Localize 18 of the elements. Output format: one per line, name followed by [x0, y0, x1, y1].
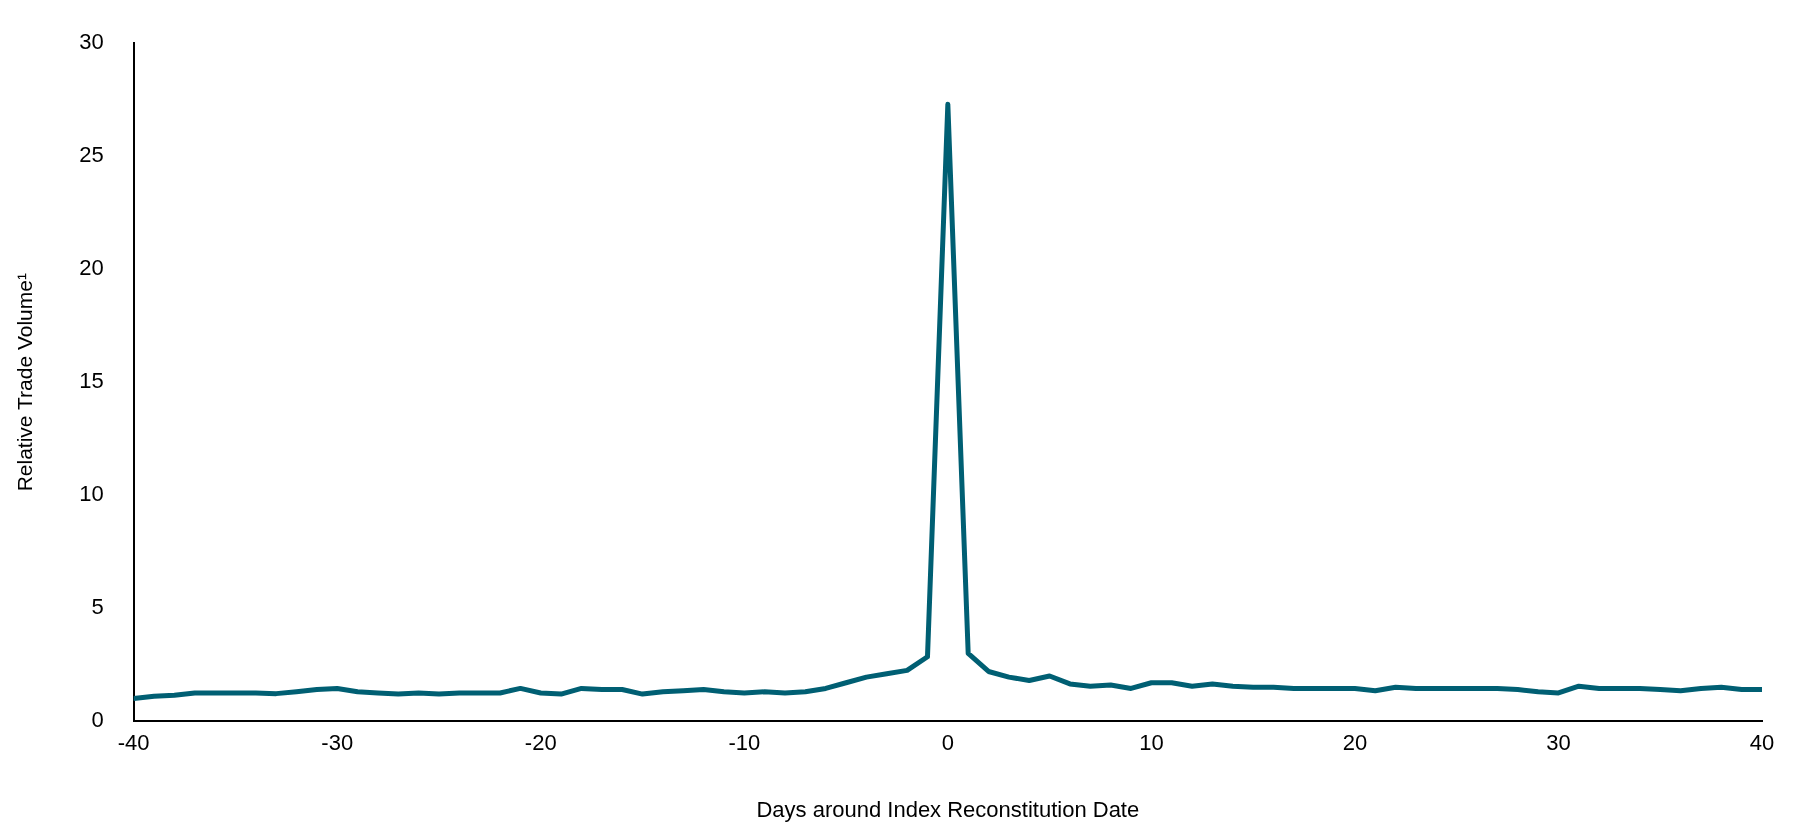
x-tick-label: 20 [1342, 730, 1368, 756]
y-tick-label: 10 [79, 481, 104, 507]
x-tick-label: 10 [1139, 730, 1164, 756]
x-tick-label: 0 [941, 730, 954, 756]
y-tick-label: 25 [79, 142, 104, 168]
x-axis-title: Days around Index Reconstitution Date [756, 796, 1140, 822]
y-tick-label: 5 [91, 594, 104, 620]
y-tick-label: 15 [79, 368, 104, 394]
x-tick-label: 30 [1546, 730, 1571, 756]
x-tick-label: -40 [117, 730, 150, 756]
y-tick-label: 30 [79, 29, 104, 55]
y-tick-label: 20 [79, 255, 104, 281]
y-axis-title: Relative Trade Volume¹ [13, 273, 37, 492]
x-tick-label: -20 [524, 730, 557, 756]
x-tick-label: 40 [1749, 730, 1775, 756]
x-tick-label: -10 [728, 730, 761, 756]
x-tick-label: -30 [321, 730, 354, 756]
y-tick-label: 0 [91, 707, 104, 733]
